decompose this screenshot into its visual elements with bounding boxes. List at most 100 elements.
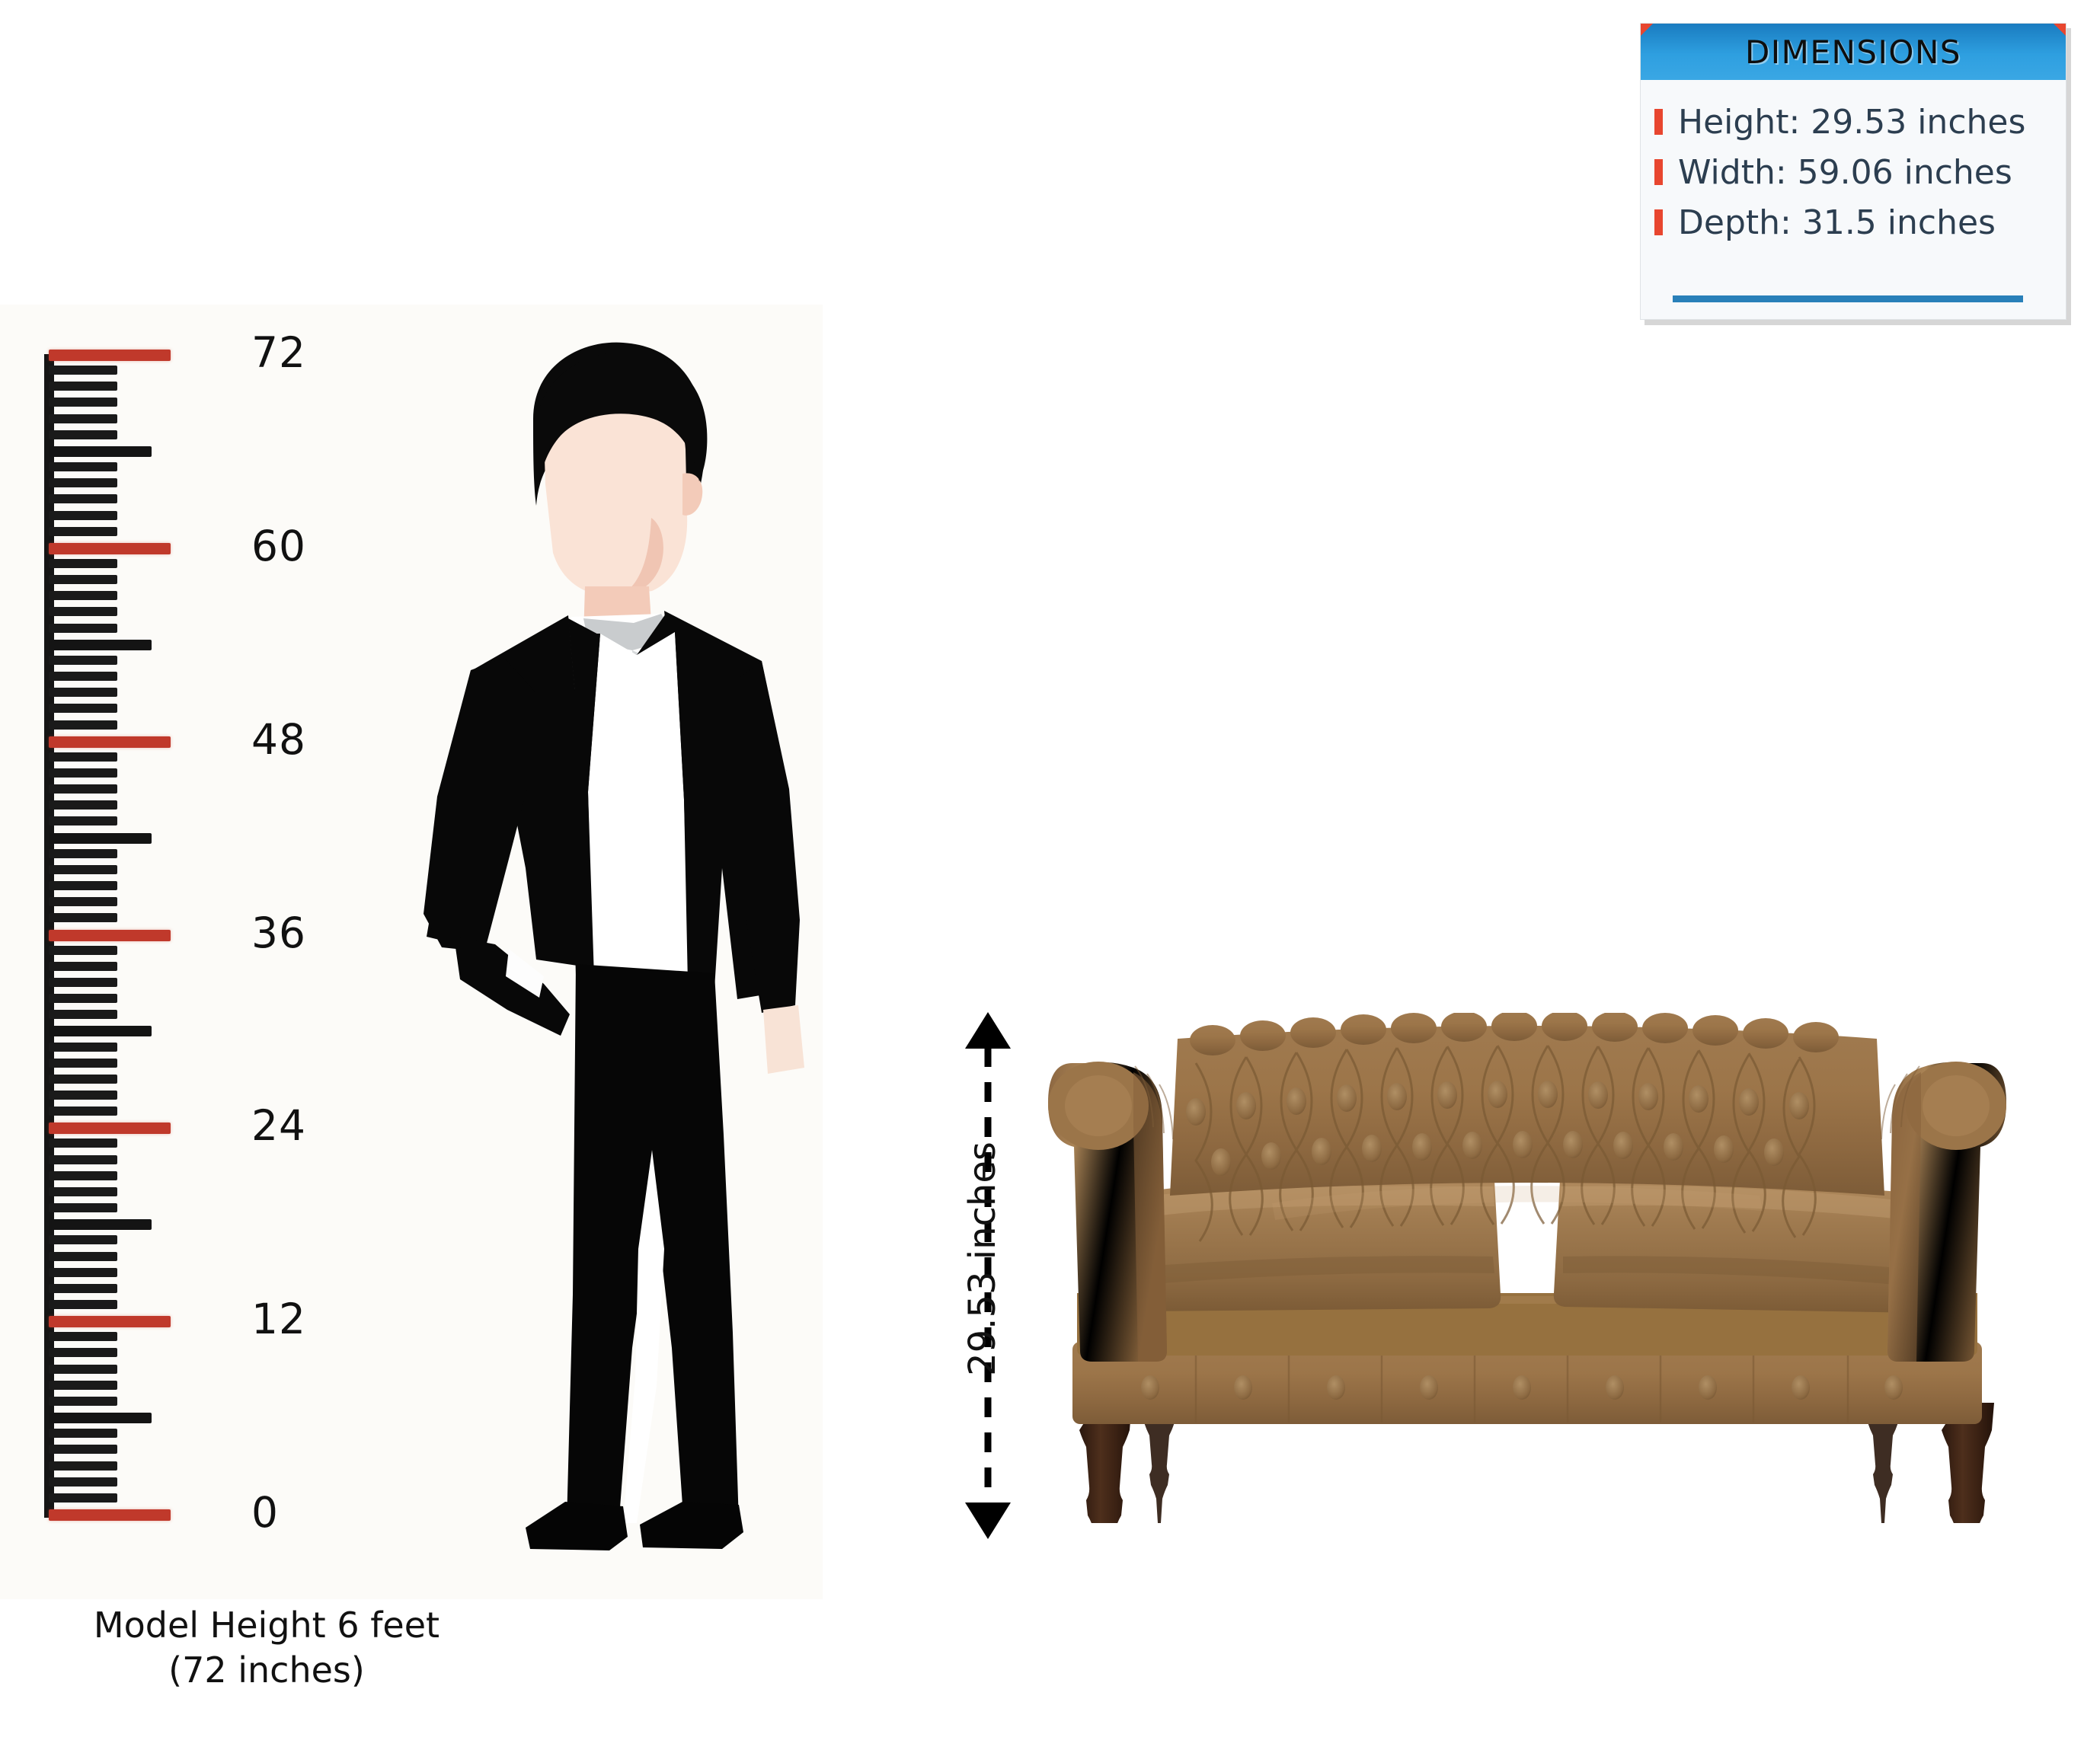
ruler-tick-3 <box>49 1461 117 1471</box>
ruler-label-24: 24 <box>251 1101 306 1151</box>
ruler-tick-45 <box>49 784 117 794</box>
ruler-tick-11 <box>49 1332 117 1342</box>
ruler-tick-28 <box>49 1058 117 1068</box>
ruler-label-48: 48 <box>251 714 306 764</box>
ruler-tick-56 <box>49 607 117 617</box>
ruler-tick-10 <box>49 1348 117 1358</box>
model-caption-line-2: (72 inches) <box>168 1649 365 1691</box>
ruler-tick-40 <box>49 864 117 874</box>
ruler-tick-44 <box>49 800 117 810</box>
ruler-tick-37 <box>49 913 117 923</box>
ruler-label-12: 12 <box>251 1295 306 1344</box>
ruler-tick-24 <box>49 1122 171 1135</box>
ruler-tick-18 <box>49 1219 152 1231</box>
ruler-tick-41 <box>49 848 117 858</box>
ruler-tick-22 <box>49 1154 117 1164</box>
ruler-tick-46 <box>49 768 117 778</box>
ruler-tick-59 <box>49 558 117 568</box>
sofa-back-buttons <box>1186 1081 1809 1176</box>
ruler-tick-33 <box>49 977 117 987</box>
corner-accent-left-icon <box>1641 24 1653 36</box>
ruler-tick-53 <box>49 655 117 665</box>
dimensions-box-header: DIMENSIONS <box>1641 24 2066 80</box>
ruler-tick-39 <box>49 881 117 891</box>
ruler-tick-72 <box>49 350 171 361</box>
ruler-tick-48 <box>49 736 171 748</box>
ruler-tick-71 <box>49 366 117 375</box>
ruler-tick-31 <box>49 1010 117 1020</box>
dimension-row-width: Width: 59.06 inches <box>1654 147 2066 197</box>
ruler-tick-54 <box>49 639 152 650</box>
man-in-suit-icon <box>424 342 804 1550</box>
dimension-row-height: Height: 29.53 inches <box>1654 97 2066 147</box>
model-person-illustration <box>381 335 853 1554</box>
model-caption-line-1: Model Height 6 feet <box>93 1605 440 1646</box>
ruler-tick-70 <box>49 382 117 391</box>
ruler-tick-57 <box>49 591 117 601</box>
ruler-tick-21 <box>49 1170 117 1180</box>
ruler-tick-32 <box>49 994 117 1004</box>
dimension-text: Width: 59.06 inches <box>1678 152 2012 192</box>
ruler-tick-30 <box>49 1026 152 1037</box>
dimension-text: Depth: 31.5 inches <box>1678 203 1996 242</box>
ruler-label-60: 60 <box>251 521 306 570</box>
ruler-tick-60 <box>49 542 171 554</box>
ruler-tick-13 <box>49 1300 117 1309</box>
dimensions-accent-underline <box>1673 295 2023 302</box>
dimensions-title: DIMENSIONS <box>1744 33 1962 71</box>
ruler-tick-66 <box>49 445 152 457</box>
ruler-tick-34 <box>49 961 117 971</box>
dimensions-list: Height: 29.53 inches Width: 59.06 inches D… <box>1641 80 2066 247</box>
ruler-tick-8 <box>49 1380 117 1390</box>
ruler-tick-69 <box>49 398 117 407</box>
height-dimension-label: 29.53 inches <box>961 1142 1004 1376</box>
sofa-legs <box>1079 1403 1994 1573</box>
ruler-tick-27 <box>49 1074 117 1084</box>
ruler-tick-5 <box>49 1429 117 1439</box>
ruler-tick-47 <box>49 752 117 762</box>
ruler-label-72: 72 <box>251 328 306 377</box>
ruler-tick-63 <box>49 494 117 504</box>
ruler-tick-49 <box>49 720 117 730</box>
ruler-tick-26 <box>49 1091 117 1100</box>
ruler-tick-67 <box>49 430 117 439</box>
ruler-tick-7 <box>49 1396 117 1406</box>
ruler-tick-42 <box>49 832 152 844</box>
ruler-tick-19 <box>49 1203 117 1213</box>
ruler-label-0: 0 <box>251 1488 279 1537</box>
dimensions-info-box: DIMENSIONS Height: 29.53 inches Width: 59… <box>1640 23 2066 320</box>
ruler-tick-6 <box>49 1413 152 1424</box>
ruler-tick-55 <box>49 623 117 633</box>
height-dimension-arrow: 29.53 inches <box>937 1009 1044 1542</box>
ruler-tick-36 <box>49 929 171 941</box>
sofa-skirt-buttons <box>1141 1375 1903 1400</box>
dimension-row-depth: Depth: 31.5 inches <box>1654 197 2066 247</box>
height-ruler: 72 60 48 36 24 12 0 <box>0 327 366 1546</box>
ruler-tick-12 <box>49 1316 171 1328</box>
ruler-tick-14 <box>49 1283 117 1293</box>
ruler-tick-65 <box>49 462 117 472</box>
ruler-label-36: 36 <box>251 908 306 957</box>
ruler-tick-38 <box>49 897 117 907</box>
ruler-tick-61 <box>49 526 117 536</box>
product-sofa-image <box>1044 1011 2011 1573</box>
ruler-tick-17 <box>49 1235 117 1245</box>
ruler-tick-51 <box>49 688 117 698</box>
bullet-marker-icon <box>1654 159 1663 185</box>
ruler-tick-20 <box>49 1186 117 1196</box>
ruler-tick-9 <box>49 1364 117 1374</box>
dimension-text: Height: 29.53 inches <box>1678 102 2026 142</box>
bullet-marker-icon <box>1654 209 1663 235</box>
corner-accent-right-icon <box>2054 24 2066 36</box>
ruler-tick-23 <box>49 1138 117 1148</box>
ruler-tick-68 <box>49 414 117 423</box>
ruler-tick-1 <box>49 1493 117 1503</box>
ruler-tick-25 <box>49 1107 117 1116</box>
bullet-marker-icon <box>1654 109 1663 135</box>
ruler-tick-64 <box>49 478 117 488</box>
ruler-tick-4 <box>49 1445 117 1455</box>
ruler-tick-15 <box>49 1267 117 1277</box>
ruler-tick-0 <box>49 1509 171 1521</box>
model-height-caption: Model Height 6 feet (72 inches) <box>30 1603 503 1693</box>
